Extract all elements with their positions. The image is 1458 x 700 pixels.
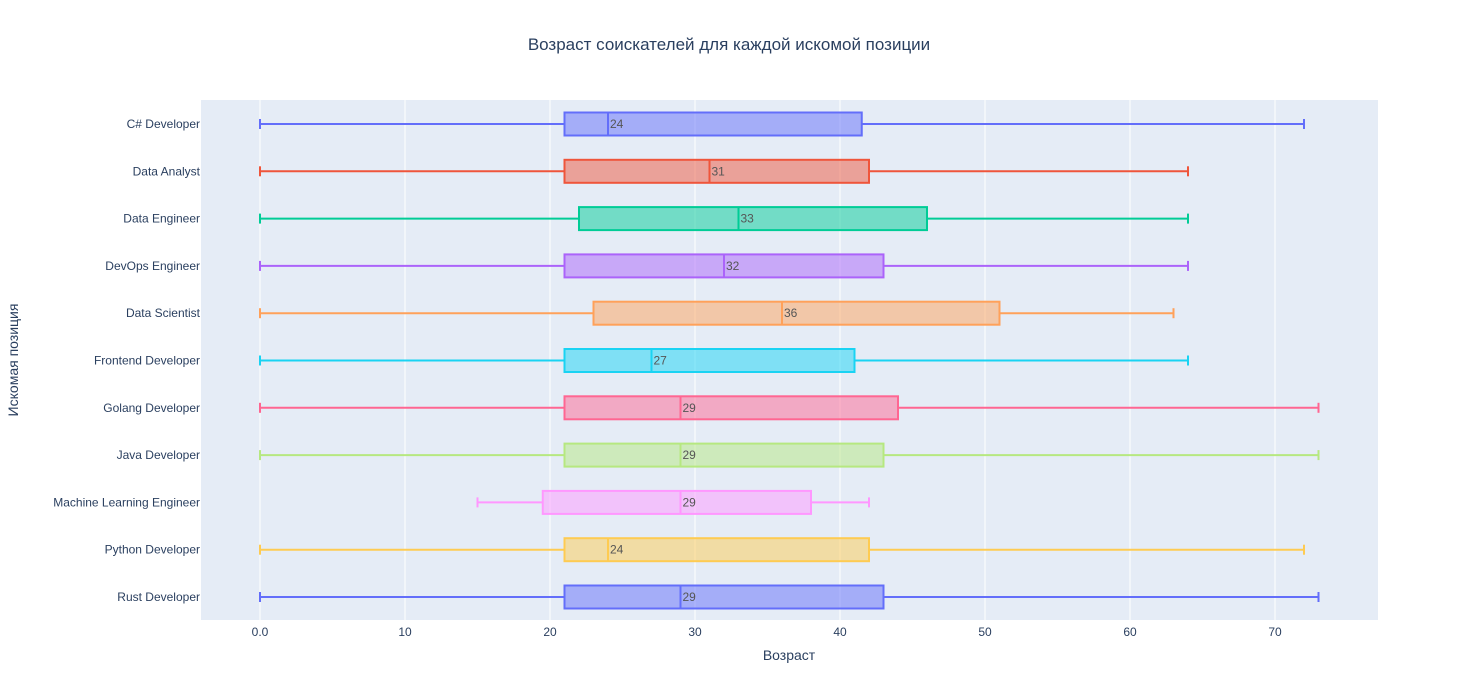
iqr-box [563, 584, 885, 610]
x-tick-label: 20 [543, 625, 557, 639]
iqr-box [592, 300, 1001, 326]
median-label: 29 [683, 495, 697, 509]
box-data-engineer: 33 [259, 206, 1189, 232]
median-label: 33 [741, 212, 755, 226]
x-tick-label: 10 [398, 625, 412, 639]
median-label: 29 [683, 448, 697, 462]
iqr-box [563, 537, 870, 563]
y-tick-label: Machine Learning Engineer [53, 495, 200, 509]
y-tick-label: C# Developer [127, 117, 200, 131]
x-tick-label: 40 [833, 625, 847, 639]
y-tick-label: Rust Developer [117, 590, 200, 604]
iqr-box [563, 442, 885, 468]
y-tick-label: Data Analyst [133, 164, 201, 178]
iqr-box [578, 206, 928, 232]
y-tick-label: DevOps Engineer [105, 259, 200, 273]
median-label: 36 [784, 306, 798, 320]
iqr-box [563, 348, 856, 373]
median-label: 32 [726, 259, 740, 273]
x-tick-label: 70 [1268, 625, 1282, 639]
box-c-developer: 24 [259, 111, 1305, 137]
box-python-developer: 24 [259, 537, 1305, 563]
y-tick-label: Data Scientist [126, 306, 201, 320]
y-tick-label: Java Developer [117, 448, 200, 462]
x-tick-label: 30 [688, 625, 702, 639]
y-axis-title: Искомая позиция [5, 304, 21, 417]
box-devops-engineer: 32 [259, 253, 1189, 279]
box-frontend-developer: 27 [259, 348, 1189, 373]
iqr-box [563, 158, 870, 184]
boxes: 24 31 33 32 36 27 29 29 29 24 29 [259, 111, 1320, 610]
y-tick-label: Golang Developer [103, 401, 200, 415]
x-tick-label: 50 [978, 625, 992, 639]
x-tick-label: 0.0 [252, 625, 269, 639]
box-rust-developer: 29 [259, 584, 1320, 610]
box-data-analyst: 31 [259, 158, 1189, 184]
iqr-box [541, 489, 812, 515]
box-java-developer: 29 [259, 442, 1320, 468]
iqr-box [563, 395, 899, 421]
x-axis-title: Возраст [763, 647, 816, 663]
median-label: 29 [683, 590, 697, 604]
median-label: 27 [654, 354, 668, 368]
box-machine-learning-engineer: 29 [476, 489, 870, 515]
x-tick-labels: 0.0 10 20 30 40 50 60 70 [252, 625, 1282, 639]
median-label: 29 [683, 401, 697, 415]
median-label: 24 [610, 117, 624, 131]
y-tick-label: Data Engineer [123, 212, 200, 226]
iqr-box [563, 111, 863, 137]
y-tick-label: Python Developer [105, 543, 200, 557]
median-label: 24 [610, 543, 624, 557]
y-tick-labels: C# Developer Data Analyst Data Engineer Dev… [53, 117, 200, 604]
chart-title: Возраст соискателей для каждой искомой п… [528, 35, 930, 54]
box-data-scientist: 36 [259, 300, 1175, 326]
y-tick-label: Frontend Developer [94, 354, 200, 368]
box-golang-developer: 29 [259, 395, 1320, 421]
x-tick-label: 60 [1123, 625, 1137, 639]
median-label: 31 [712, 164, 726, 178]
